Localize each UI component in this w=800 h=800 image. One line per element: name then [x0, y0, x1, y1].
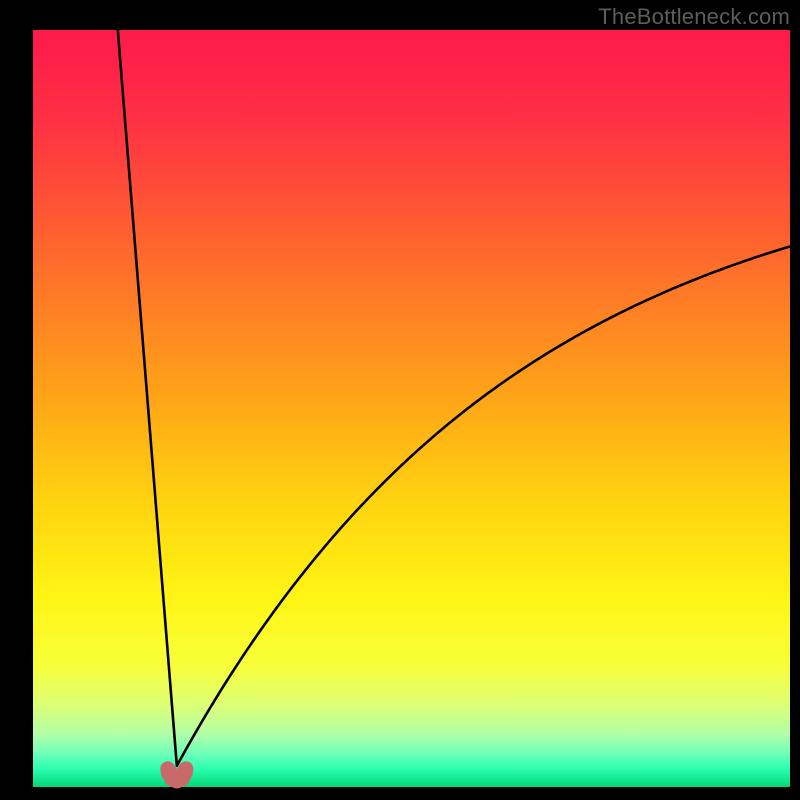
valley-dot-1 — [176, 764, 193, 781]
valley-dot-0 — [161, 764, 178, 781]
bottleneck-chart — [0, 0, 800, 800]
chart-container: TheBottleneck.com — [0, 0, 800, 800]
chart-gradient-background — [33, 30, 790, 787]
watermark-text: TheBottleneck.com — [598, 4, 790, 30]
